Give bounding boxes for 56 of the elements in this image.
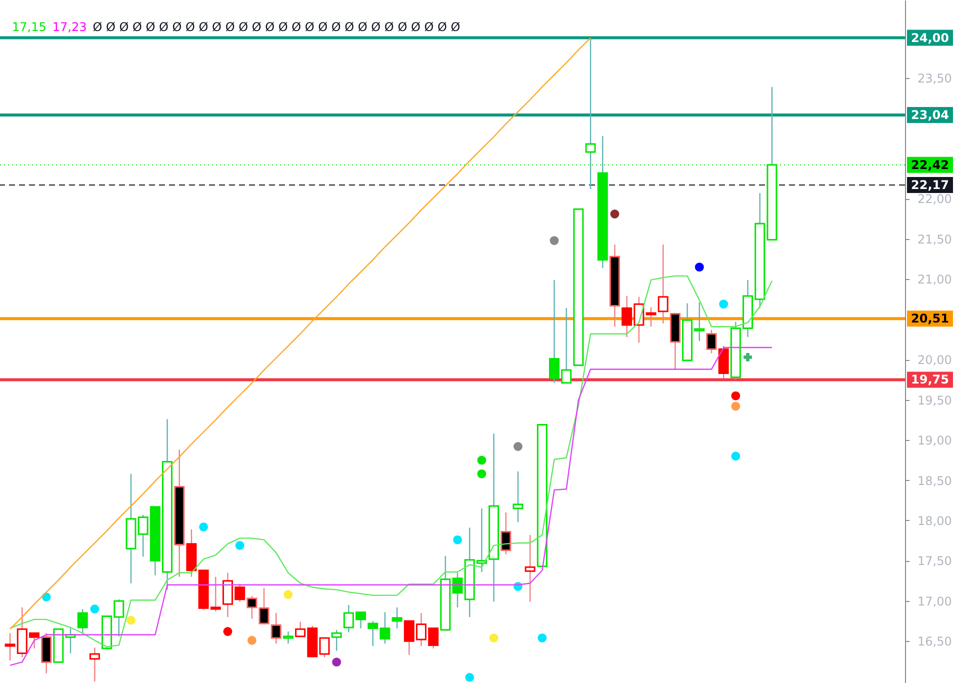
line-series xyxy=(9,346,773,666)
point xyxy=(199,522,208,532)
point xyxy=(731,402,740,411)
point xyxy=(284,590,293,599)
candlestick xyxy=(646,306,656,328)
point xyxy=(477,469,486,478)
candlestick xyxy=(246,596,258,620)
point xyxy=(731,452,740,461)
point xyxy=(126,616,136,625)
point xyxy=(489,633,498,642)
y-tick-label: 17,50 xyxy=(918,554,952,568)
y-tick-label: 20,00 xyxy=(918,353,952,368)
ref-line-label: 24,00 xyxy=(911,30,949,45)
ref-line-label: 22,17 xyxy=(911,178,949,192)
line-series xyxy=(9,37,592,630)
candlestick xyxy=(658,244,668,324)
candlestick xyxy=(500,512,512,555)
point xyxy=(332,658,342,667)
y-tick-label: 16,50 xyxy=(918,634,952,649)
point xyxy=(744,353,752,362)
point xyxy=(514,442,522,451)
candlestick xyxy=(258,587,270,625)
y-tick-label: 21,00 xyxy=(918,272,952,287)
ref-line-label: 22,42 xyxy=(911,158,949,172)
y-tick-label: 19,50 xyxy=(918,393,952,408)
ref-line-label: 23,04 xyxy=(911,108,949,122)
point xyxy=(235,540,244,550)
ref-line-label: 19,75 xyxy=(911,372,949,387)
point xyxy=(223,627,232,636)
point xyxy=(550,236,559,245)
candlestick xyxy=(392,606,402,629)
point xyxy=(719,300,728,309)
candlestick xyxy=(706,329,717,354)
line-series xyxy=(9,275,773,648)
point xyxy=(610,210,620,218)
annotation: 17,23 xyxy=(52,20,87,34)
y-tick-label: 19,00 xyxy=(918,434,952,448)
candlestick xyxy=(77,608,88,634)
y-tick-label: 21,50 xyxy=(918,232,952,246)
point xyxy=(465,672,474,682)
annotation: Ø Ø Ø Ø Ø Ø Ø Ø Ø Ø Ø Ø Ø Ø Ø Ø Ø Ø Ø Ø Ø Ø Ø Ø Ø Ø Ø Ø xyxy=(92,20,460,34)
point xyxy=(538,633,547,642)
candlestick xyxy=(270,612,282,644)
point xyxy=(453,535,462,544)
point xyxy=(694,262,704,272)
y-tick-label: 18,00 xyxy=(918,514,952,528)
candlestick xyxy=(331,629,342,652)
point xyxy=(90,604,100,614)
y-tick-label: 23,50 xyxy=(918,72,952,86)
ref-line-label: 20,51 xyxy=(911,312,949,326)
candlestick xyxy=(512,470,524,523)
y-tick-label: 22,00 xyxy=(918,192,952,206)
point xyxy=(731,391,740,400)
y-tick-label: 17,00 xyxy=(918,594,952,608)
y-tick-label: 18,50 xyxy=(918,474,952,488)
annotation: 17,15 xyxy=(12,20,46,34)
